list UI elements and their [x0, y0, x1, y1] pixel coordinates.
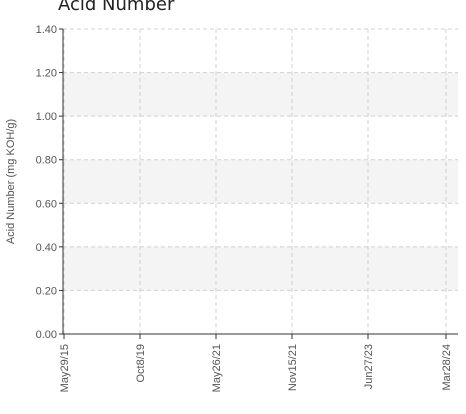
grid-lines: [63, 28, 458, 334]
x-tick-label-4: Jun27/23: [363, 344, 375, 389]
x-tick-label-1: Oct8/19: [135, 344, 147, 383]
y-tick-label-1: 0.20: [36, 285, 57, 297]
axes: [59, 28, 458, 339]
y-axis-label: Acid Number (mg KOH/g): [5, 119, 17, 244]
background-band-0: [63, 246, 458, 291]
x-tick-label-2: May26/21: [211, 344, 223, 392]
y-tick-label-2: 0.40: [36, 242, 57, 254]
background-band-2: [63, 72, 458, 117]
y-tick-label-6: 1.20: [36, 68, 57, 80]
x-tick-label-0: May29/15: [59, 344, 71, 392]
y-tick-labels: 0.00 0.20 0.40 0.60 0.80 1.00 1.20 1.40: [36, 24, 57, 341]
y-tick-label-5: 1.00: [36, 111, 57, 123]
background-bands: [63, 72, 458, 291]
x-tick-labels: May29/15 Oct8/19 May26/21 Nov15/21 Jun27/23 M…: [59, 344, 453, 392]
y-tick-label-3: 0.60: [36, 198, 57, 210]
y-tick-label-0: 0.00: [36, 329, 57, 341]
background-band-1: [63, 159, 458, 204]
x-tick-label-3: Nov15/21: [287, 344, 299, 391]
y-tick-label-7: 1.40: [36, 24, 57, 36]
x-tick-label-5: Mar28/24: [441, 344, 453, 390]
y-tick-label-4: 0.80: [36, 155, 57, 167]
chart-title: Acid Number: [58, 0, 175, 15]
